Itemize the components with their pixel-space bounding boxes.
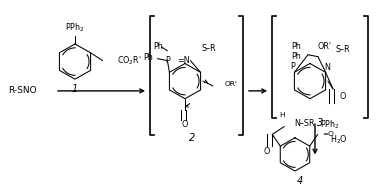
Text: Ph: Ph xyxy=(291,52,301,61)
Text: 2: 2 xyxy=(189,133,195,143)
Text: 1: 1 xyxy=(72,84,78,94)
Text: P: P xyxy=(165,56,170,65)
Text: H$_2$O: H$_2$O xyxy=(330,134,348,146)
Text: PPh$_2$: PPh$_2$ xyxy=(65,21,85,34)
Text: Ph: Ph xyxy=(153,42,163,51)
Text: S–R: S–R xyxy=(201,44,216,53)
Text: O: O xyxy=(182,120,188,129)
Text: P: P xyxy=(290,62,295,71)
Text: =O: =O xyxy=(322,131,334,137)
Text: R-SNO: R-SNO xyxy=(8,86,37,95)
Text: =N: =N xyxy=(177,56,190,65)
Text: CO$_2$R': CO$_2$R' xyxy=(116,54,141,67)
Text: O: O xyxy=(339,92,345,101)
Text: O: O xyxy=(263,147,270,156)
Text: H: H xyxy=(279,112,285,118)
Text: Ph: Ph xyxy=(291,42,301,51)
Text: 4: 4 xyxy=(297,176,303,186)
Text: OR': OR' xyxy=(318,42,332,51)
Text: N–SR: N–SR xyxy=(294,119,315,128)
Text: 3: 3 xyxy=(317,118,323,128)
Text: Ph: Ph xyxy=(144,53,153,62)
Text: N: N xyxy=(325,63,330,72)
Text: PPh$_2$: PPh$_2$ xyxy=(320,118,339,131)
Text: S–R: S–R xyxy=(335,45,350,54)
Text: OR': OR' xyxy=(225,81,238,87)
